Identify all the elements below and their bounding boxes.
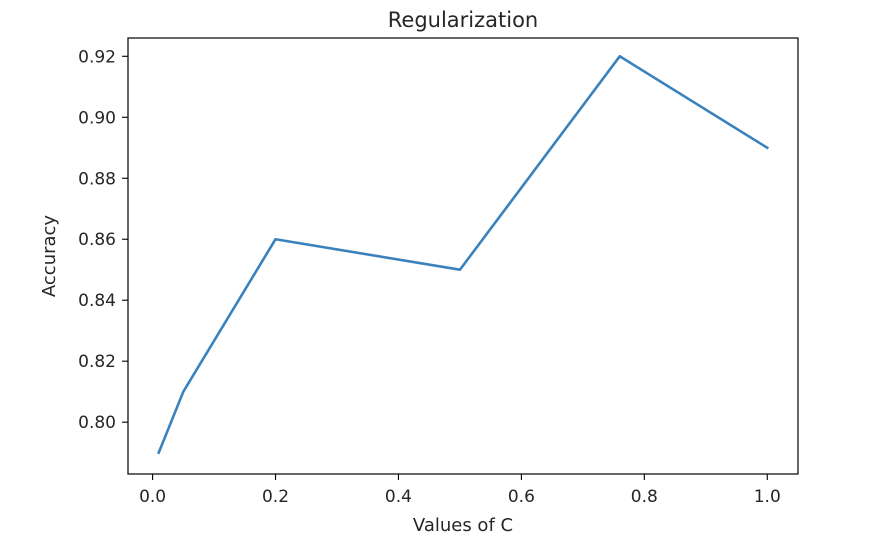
chart-title: Regularization bbox=[388, 8, 539, 32]
y-tick-label: 0.80 bbox=[78, 413, 116, 433]
x-axis-label: Values of C bbox=[413, 515, 513, 536]
y-tick-label: 0.84 bbox=[78, 291, 116, 311]
x-axis: 0.0 0.2 0.4 0.6 0.8 1.0 bbox=[139, 474, 781, 507]
x-tick-label: 0.8 bbox=[631, 487, 658, 507]
series-line bbox=[157, 54, 770, 455]
x-tick-label: 0.6 bbox=[508, 487, 535, 507]
x-tick-label: 0.2 bbox=[262, 487, 289, 507]
x-tick-label: 0.4 bbox=[385, 487, 412, 507]
y-tick-label: 0.82 bbox=[78, 352, 116, 372]
plot-frame bbox=[127, 37, 799, 475]
plot-area bbox=[157, 54, 770, 455]
y-axis-label: Accuracy bbox=[39, 215, 60, 298]
y-tick-label: 0.92 bbox=[78, 47, 116, 67]
y-tick-label: 0.86 bbox=[78, 230, 116, 250]
y-axis: 0.80 0.82 0.84 0.86 0.88 0.90 0.92 bbox=[78, 47, 128, 433]
x-tick-label: 0.0 bbox=[139, 487, 166, 507]
y-tick-label: 0.90 bbox=[78, 108, 116, 128]
y-tick-label: 0.88 bbox=[78, 169, 116, 189]
x-tick-label: 1.0 bbox=[754, 487, 781, 507]
